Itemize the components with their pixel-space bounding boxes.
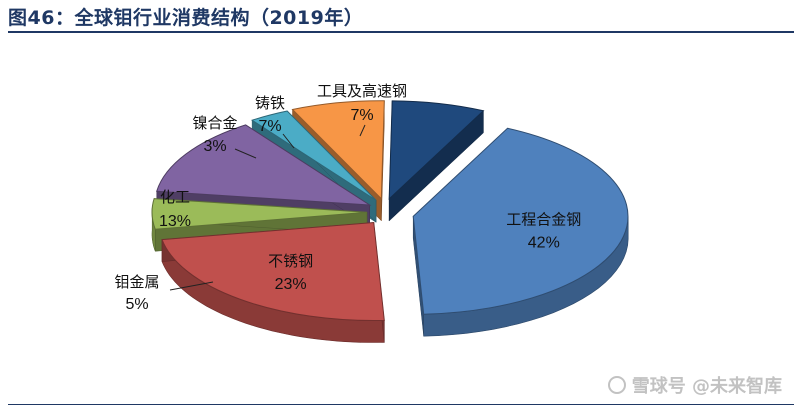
slice-value-chemical: 13% bbox=[159, 213, 191, 230]
slice-label-cast-iron: 铸铁 bbox=[255, 94, 285, 112]
slice-label-chemical: 化工 bbox=[160, 188, 190, 206]
snowball-logo-icon bbox=[607, 376, 626, 394]
slice-label-tool-high-speed-steel: 工具及高速钢 bbox=[317, 82, 407, 100]
pie-slice-cast-iron bbox=[291, 100, 385, 200]
figure-title: 图46：全球钼行业消费结构（2019年） bbox=[8, 7, 364, 29]
pie-slice-tool-high-speed-steel bbox=[388, 100, 485, 201]
pie-slice-chemical bbox=[156, 124, 372, 206]
leader-line-cast-iron bbox=[282, 133, 295, 149]
pie-slice-engineering-alloy-steel bbox=[412, 127, 629, 315]
leader-line-moly-metal bbox=[169, 281, 214, 291]
slice-value-engineering-alloy-steel: 42% bbox=[528, 235, 560, 252]
slice-value-stainless-steel: 23% bbox=[275, 276, 307, 293]
slice-value-cast-iron: 7% bbox=[258, 118, 281, 135]
slice-value-tool-high-speed-steel: 7% bbox=[350, 107, 373, 124]
leader-lines bbox=[169, 124, 366, 291]
slice-label-nickel-alloy: 镍合金 bbox=[192, 114, 237, 132]
leader-line-tool-high-speed-steel bbox=[359, 124, 366, 137]
slice-value-nickel-alloy: 3% bbox=[203, 138, 226, 155]
slice-label-engineering-alloy-steel: 工程合金钢 bbox=[506, 211, 581, 229]
watermark: 雪球号 @未来智库 bbox=[607, 372, 782, 398]
pie-labels: 工程合金钢 42% 不锈钢 23% 钼金属 5% 化工 13% 镍合金 3% 铸铁 7% 工具及高速钢 7… bbox=[114, 82, 581, 313]
slice-label-moly-metal: 钼金属 bbox=[114, 273, 159, 291]
bottom-rule bbox=[8, 404, 794, 405]
leader-line-nickel-alloy bbox=[234, 148, 257, 159]
pie-top-layer bbox=[151, 100, 629, 322]
watermark-text: 雪球号 @未来智库 bbox=[631, 376, 782, 397]
slice-label-stainless-steel: 不锈钢 bbox=[268, 252, 313, 270]
slice-value-moly-metal: 5% bbox=[125, 296, 148, 313]
pie-slice-nickel-alloy bbox=[250, 110, 377, 201]
title-rule bbox=[8, 31, 794, 33]
pie-slice-moly-metal bbox=[151, 198, 368, 230]
pie-slice-stainless-steel bbox=[161, 222, 385, 322]
